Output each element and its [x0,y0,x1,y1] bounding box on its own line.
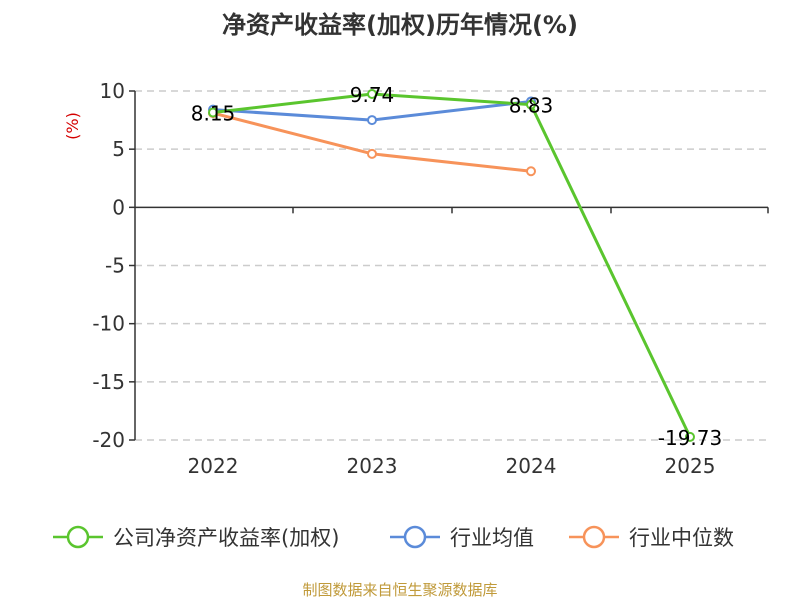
data-point [208,107,218,118]
legend-marker [66,525,90,549]
y-tick-label: -5 [105,254,125,278]
data-label: 8.15 [191,102,236,126]
data-label: -19.73 [658,426,722,450]
legend-label: 公司净资产收益率(加权) [113,526,339,550]
data-labels: 8.15 9.74 8.83 -19.73 [191,83,723,450]
data-label: 8.83 [509,94,554,118]
data-point [367,115,377,126]
legend-label: 行业均值 [450,526,534,550]
grid-lines [135,90,768,441]
source-note: 制图数据来自恒生聚源数据库 [302,581,497,599]
chart-title: 净资产收益率(加权)历年情况(%) [222,11,578,39]
axes: 10 5 0 -5 -10 -15 -20 2022 2023 2024 2025 [92,79,769,478]
x-tick-label: 2022 [188,454,239,478]
y-tick-label: -20 [92,428,125,452]
x-tick-label: 2025 [665,454,716,478]
data-point [526,166,536,177]
legend: 公司净资产收益率(加权) 行业均值 行业中位数 [53,525,734,550]
legend-label: 行业中位数 [629,526,734,550]
data-point [685,431,695,442]
y-axis-label: (%) [63,112,82,140]
legend-marker [582,525,606,549]
data-point [367,89,377,100]
y-tick-label: -15 [92,370,125,394]
y-tick-label: 0 [112,195,125,219]
x-tick-label: 2023 [347,454,398,478]
x-tick-label: 2024 [506,454,557,478]
y-tick-label: -10 [92,312,125,336]
data-label: 9.74 [350,83,395,107]
y-tick-label: 10 [100,79,125,103]
y-tick-label: 5 [112,137,125,161]
legend-marker [403,525,427,549]
series-lines [208,89,695,442]
data-point [526,99,536,110]
series-line [212,92,692,438]
data-point [367,148,377,159]
